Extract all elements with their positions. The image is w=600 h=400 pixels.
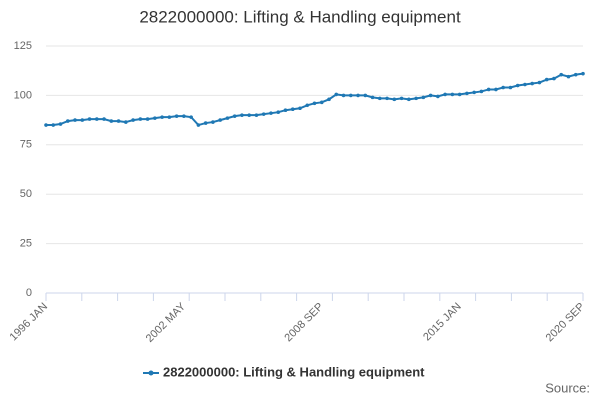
x-tick-label: 1996 JAN [8, 301, 51, 344]
point [145, 117, 150, 121]
x-tick-label: 2008 SEP [282, 301, 326, 345]
point [523, 82, 527, 87]
point [283, 108, 288, 113]
point [421, 95, 426, 100]
point [232, 114, 237, 118]
point [479, 89, 484, 94]
point [581, 71, 585, 76]
point [138, 117, 143, 121]
point [356, 93, 360, 98]
point [501, 85, 505, 90]
point [102, 117, 106, 121]
point [385, 96, 389, 101]
point [211, 120, 215, 124]
point [515, 83, 520, 88]
point [225, 116, 230, 120]
point [327, 97, 331, 102]
point [537, 80, 542, 85]
point [319, 100, 324, 105]
y-tick-label: 125 [14, 40, 32, 52]
point [240, 113, 244, 117]
point [189, 115, 193, 119]
point [160, 115, 164, 119]
point [472, 90, 476, 95]
point [552, 76, 556, 81]
x-tick-label: 2002 MAY [144, 300, 189, 345]
point [167, 115, 172, 119]
y-tick-label: 75 [20, 139, 32, 151]
point [305, 103, 310, 108]
series-line [46, 72, 584, 127]
point [174, 114, 179, 118]
chart-title: 2822000000: Lifting & Handling equipment [139, 7, 461, 26]
point [544, 77, 549, 82]
point [276, 110, 281, 114]
point [399, 96, 404, 101]
point [407, 97, 411, 102]
point [334, 92, 339, 97]
point [392, 97, 397, 102]
point [94, 117, 99, 121]
point [51, 123, 56, 127]
point [203, 121, 208, 125]
point [218, 118, 222, 122]
point [363, 93, 368, 98]
point [269, 111, 273, 115]
point [116, 119, 121, 123]
point [494, 87, 498, 92]
point [196, 123, 201, 127]
point [566, 74, 571, 79]
point [73, 118, 77, 122]
point [182, 114, 186, 118]
point [559, 72, 564, 77]
point [348, 93, 353, 98]
point [247, 113, 251, 117]
y-tick-label: 50 [20, 188, 32, 200]
legend-marker [148, 370, 154, 376]
point [341, 93, 346, 98]
y-tick-label: 25 [20, 238, 32, 250]
point [465, 91, 469, 96]
point [65, 119, 70, 123]
legend-label: 2822000000: Lifting & Handling equipment [163, 364, 425, 379]
point [254, 113, 259, 117]
point [370, 95, 375, 100]
point [414, 96, 418, 101]
x-tick-label: 2015 JAN [421, 301, 464, 344]
point [58, 122, 63, 126]
point [378, 96, 382, 101]
y-tick-label: 0 [26, 287, 32, 299]
point [153, 116, 157, 120]
point [573, 72, 578, 77]
point [450, 92, 455, 97]
point [80, 118, 85, 122]
point [508, 85, 513, 90]
source-label: Source: [545, 380, 590, 395]
point [428, 93, 433, 98]
point [131, 118, 135, 122]
point [290, 107, 295, 112]
point [109, 119, 114, 123]
point [457, 92, 462, 97]
point [443, 92, 447, 97]
point [124, 120, 128, 124]
point [261, 112, 266, 116]
point [298, 106, 302, 111]
point [44, 123, 48, 127]
point [486, 87, 491, 92]
y-tick-label: 100 [14, 89, 32, 101]
point [87, 117, 92, 121]
x-tick-label: 2020 SEP [544, 301, 588, 345]
point [312, 101, 317, 106]
point [436, 94, 440, 99]
point [530, 81, 535, 86]
